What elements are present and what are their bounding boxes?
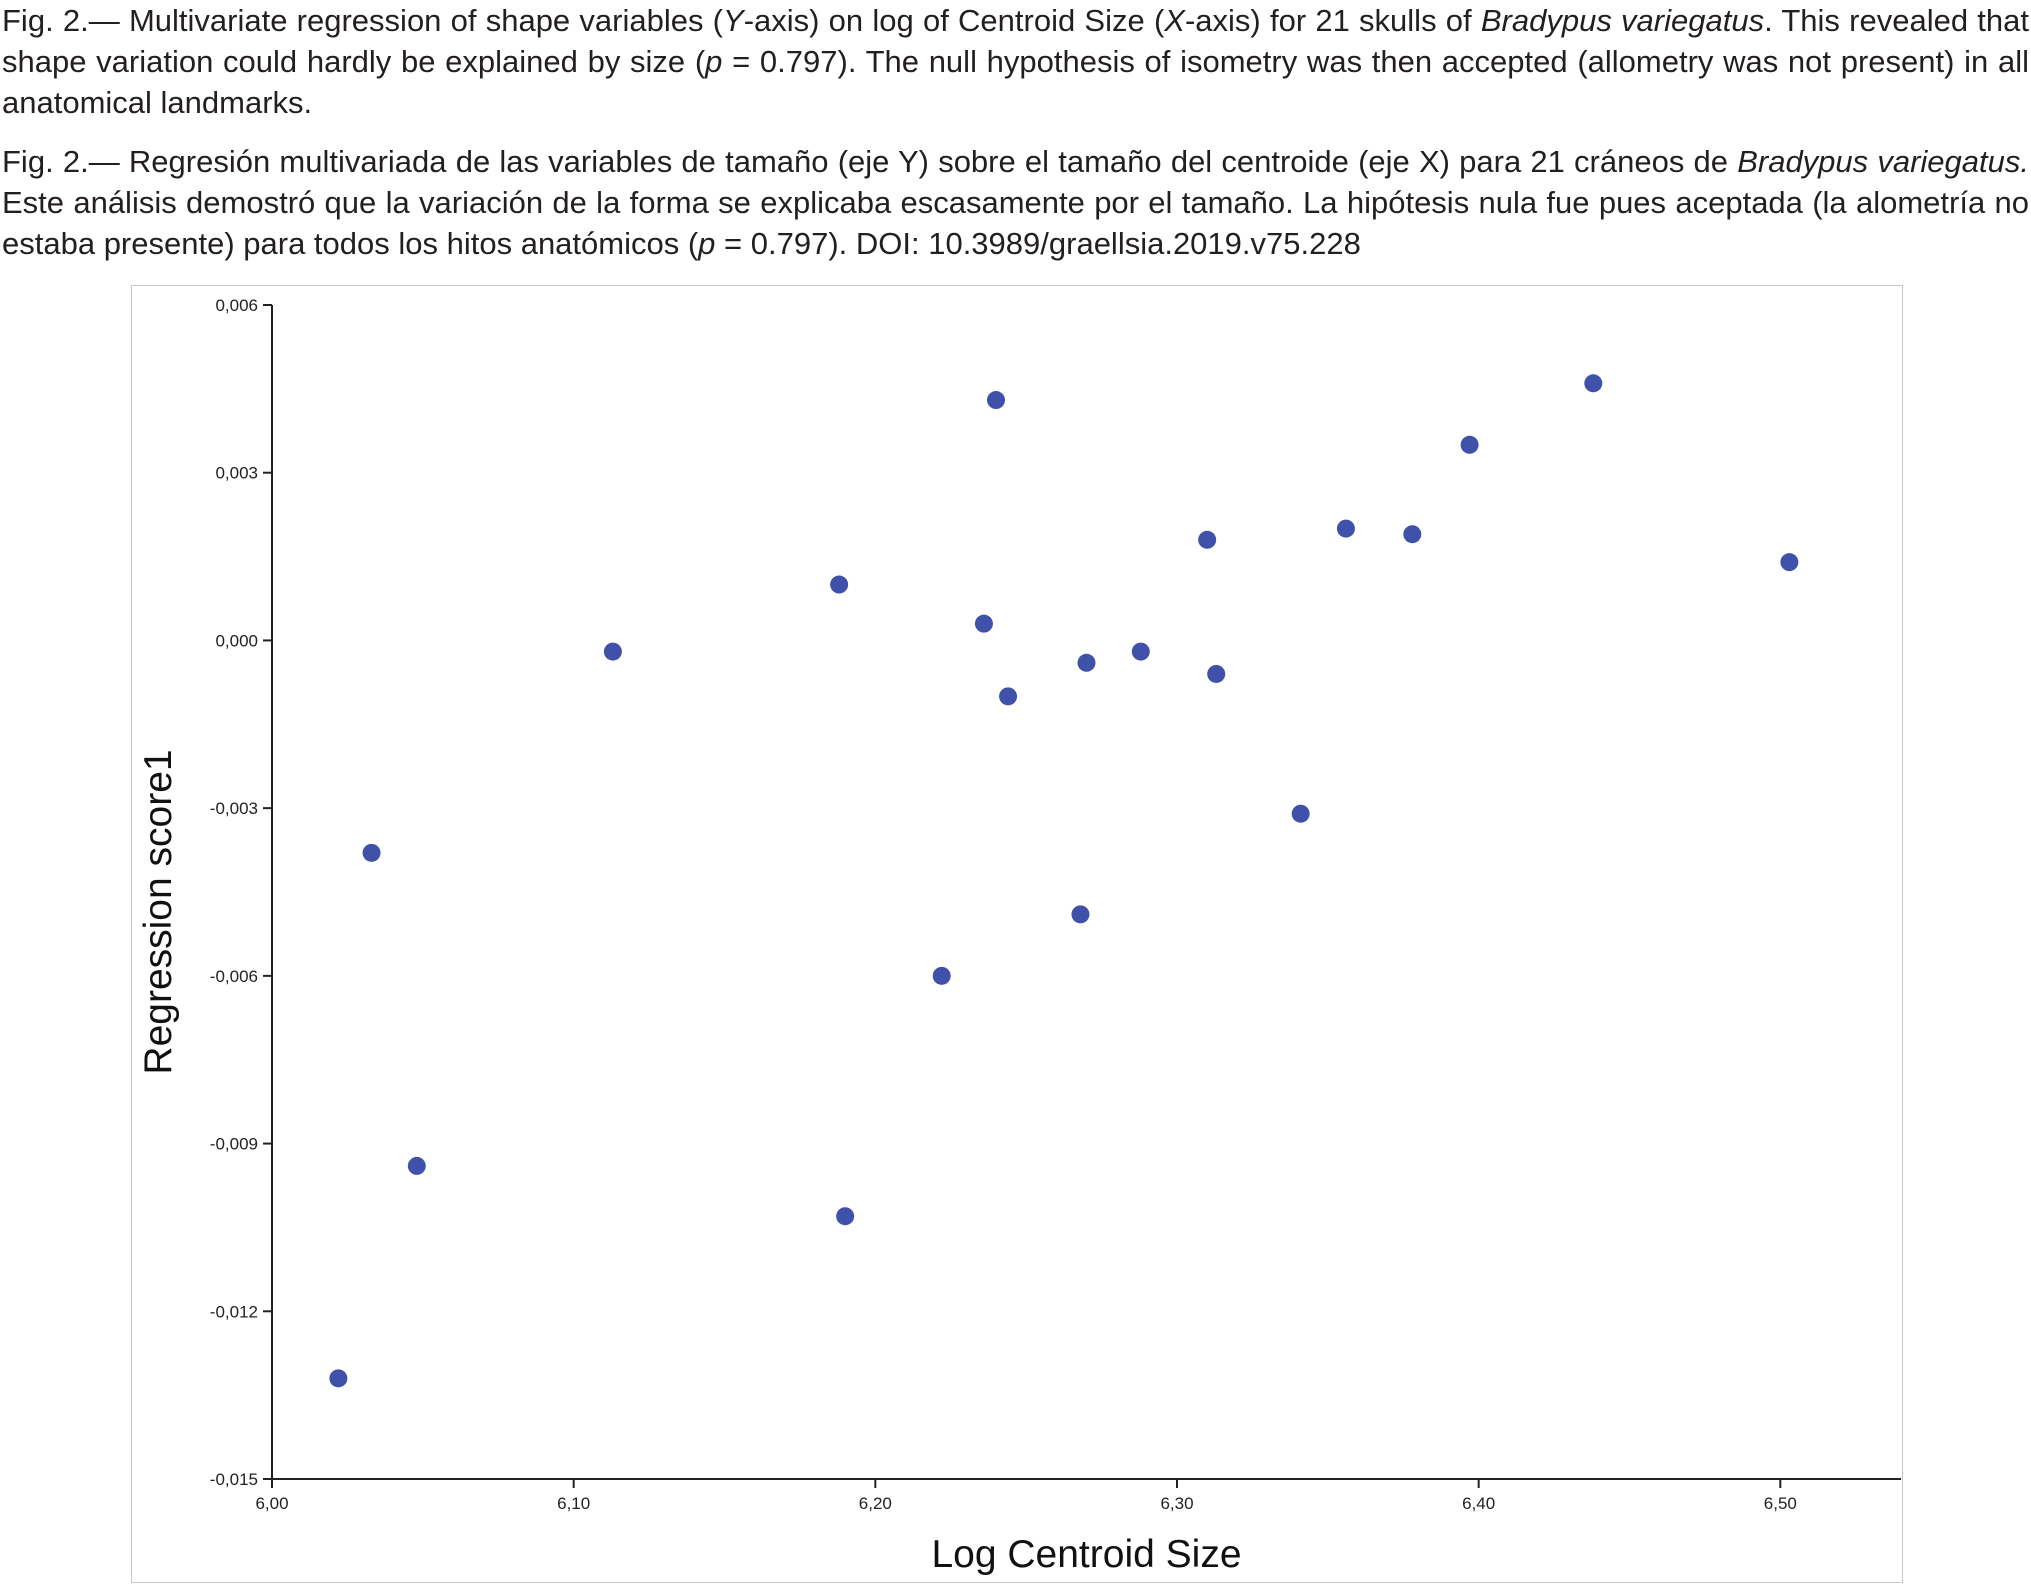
caption-en-y: Y — [723, 3, 744, 38]
data-point — [1460, 435, 1479, 454]
data-point — [329, 1369, 348, 1388]
caption-es-part3: = 0.797). DOI: 10.3989/graellsia.2019.v7… — [715, 226, 1361, 261]
data-point — [1131, 642, 1150, 661]
caption-en-part4: . This revealed that shape variation cou… — [2, 3, 2029, 79]
data-point — [1403, 525, 1422, 544]
y-tick-label: 0,003 — [215, 464, 258, 483]
caption-es-part2: Este análisis demostró que la variación … — [2, 185, 2029, 261]
x-tick-label: 6,00 — [255, 1494, 288, 1513]
y-axis-title: Regression score1 — [137, 749, 180, 1074]
data-point — [1584, 374, 1603, 393]
x-tick-label: 6,20 — [859, 1494, 892, 1513]
data-point — [362, 843, 381, 862]
x-tick-label: 6,40 — [1462, 1494, 1495, 1513]
data-point — [836, 1207, 855, 1226]
caption-en-x: X — [1164, 3, 1185, 38]
data-point — [1780, 553, 1799, 572]
caption-es-part1: Fig. 2.— Regresión multivariada de las v… — [2, 144, 1738, 179]
data-point — [603, 642, 622, 661]
x-tick-label: 6,50 — [1764, 1494, 1797, 1513]
caption-es-species: Bradypus variegatus. — [1737, 144, 2029, 179]
data-point — [974, 614, 993, 633]
data-point — [987, 391, 1005, 410]
data-point — [1336, 519, 1355, 538]
y-tick-label: 0,006 — [215, 296, 258, 315]
y-tick-label: -0,015 — [210, 1470, 258, 1489]
y-tick-label: 0,000 — [215, 631, 258, 650]
x-tick-label: 6,10 — [557, 1494, 590, 1513]
data-point — [830, 575, 849, 594]
data-point — [1077, 653, 1096, 672]
data-point — [1198, 530, 1217, 549]
axes: 0,006 0,003 0,000 -0,003 -0,006 -0,009 -0,012 -… — [210, 296, 1901, 1513]
caption-en-species: Bradypus variegatus — [1480, 3, 1765, 38]
caption-en-part5: = 0.797). The null hypothesis of isometr… — [2, 44, 2029, 120]
caption-spanish: Fig. 2.— Regresión multivariada de las v… — [2, 141, 2029, 264]
caption-es-p: p — [698, 226, 716, 261]
y-tick-label: -0,003 — [210, 799, 258, 818]
data-point — [999, 687, 1018, 706]
y-tick-label: -0,006 — [210, 967, 258, 986]
caption-english: Fig. 2.— Multivariate regression of shap… — [2, 0, 2029, 123]
data-point — [1291, 804, 1310, 823]
data-points — [329, 374, 1799, 1388]
data-point — [932, 966, 951, 985]
x-tick-label: 6,30 — [1160, 1494, 1193, 1513]
caption-en-p: p — [705, 44, 723, 79]
caption-en-part2: -axis) on log of Centroid Size ( — [743, 3, 1165, 38]
x-axis-title: Log Centroid Size — [931, 1533, 1241, 1576]
data-point — [407, 1156, 426, 1175]
y-tick-label: -0,009 — [210, 1135, 258, 1154]
y-tick-label: -0,012 — [210, 1302, 258, 1321]
caption-en-part1: Fig. 2.— Multivariate regression of shap… — [2, 3, 723, 38]
data-point — [1207, 664, 1226, 683]
chart-frame — [131, 285, 1903, 1583]
caption-en-part3: -axis) for 21 skulls of — [1184, 3, 1481, 38]
data-point — [1071, 905, 1090, 924]
